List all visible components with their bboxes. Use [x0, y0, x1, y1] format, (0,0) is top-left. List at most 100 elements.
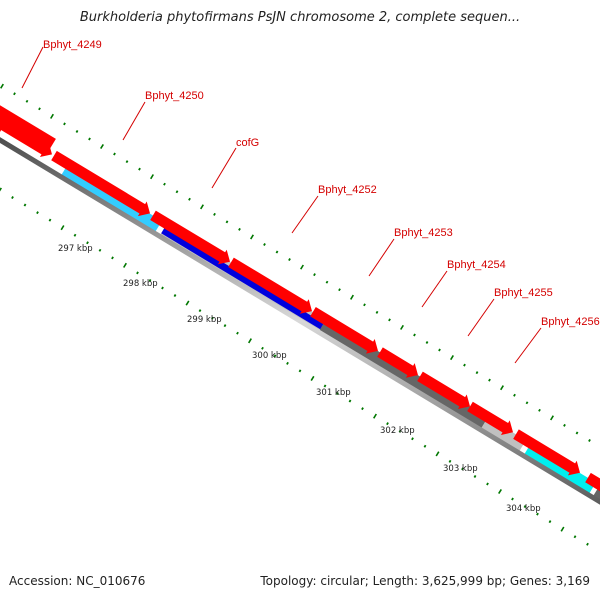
inner-tick-26: [323, 384, 327, 388]
inner-tick-27: [336, 392, 339, 395]
outer-tick-14: [175, 190, 179, 194]
cds-arrow-8: [467, 401, 513, 435]
inner-tick-15: [185, 300, 190, 306]
leader-line-7: [514, 327, 542, 364]
inner-tick-18: [223, 324, 227, 328]
gene-label-bphyt-4255[interactable]: Bphyt_4255: [494, 287, 553, 299]
inner-tick-45: [560, 526, 565, 532]
inner-tick-47: [586, 542, 589, 546]
backbone-track: [0, 137, 600, 505]
inner-tick-8: [98, 248, 102, 252]
outer-tick-16: [200, 204, 204, 210]
outer-tick-15: [188, 197, 191, 201]
gene-label-bphyt-4252[interactable]: Bphyt_4252: [318, 184, 377, 196]
chromosome-title: Burkholderia phytofirmans PsJN chromosom…: [79, 10, 521, 25]
outer-tick-29: [363, 303, 366, 307]
inner-tick-23: [286, 361, 289, 365]
inner-tick-28: [348, 399, 352, 403]
outer-tick-44: [550, 415, 554, 421]
outer-tick-26: [325, 280, 329, 284]
inner-tick-29: [361, 407, 364, 411]
inner-tick-33: [411, 437, 414, 441]
gene-label-cofg[interactable]: cofG: [236, 137, 259, 149]
outer-tick-33: [413, 333, 416, 337]
inner-tick-16: [198, 309, 202, 313]
cds-arrow-4: [228, 257, 312, 314]
outer-tick-8: [100, 143, 104, 150]
feature-bar-4250: [60, 164, 162, 234]
leader-line-5: [421, 270, 448, 308]
outer-tick-22: [275, 250, 279, 254]
cds-arrow-1: [0, 116, 52, 157]
kbp-label-302: 302 kbp: [380, 426, 415, 436]
feature-bar-4256: [523, 443, 596, 496]
outer-tick-9: [113, 152, 116, 156]
inner-tick-2: [23, 203, 27, 207]
outer-tick-28: [350, 294, 354, 300]
topology-text: Topology: circular; Length: 3,625,999 bp…: [260, 574, 590, 588]
gene-label-bphyt-4253[interactable]: Bphyt_4253: [394, 227, 453, 239]
inner-tick-38: [473, 474, 477, 478]
inner-tick-44: [548, 520, 552, 524]
cds-arrow-9: [513, 429, 580, 476]
outer-tick-45: [563, 423, 566, 427]
kbp-label-299: 299 kbp: [187, 315, 222, 325]
inner-tick-4: [48, 218, 52, 222]
inner-tick-14: [173, 294, 177, 298]
outer-tick-27: [338, 288, 341, 292]
outer-tick-47: [588, 438, 591, 442]
cds-arrow-5: [310, 307, 378, 354]
inner-tick-19: [236, 331, 239, 335]
inner-tick-32: [398, 429, 402, 433]
kbp-label-304: 304 kbp: [506, 504, 541, 514]
leader-line-2: [211, 147, 237, 189]
inner-tick-10: [123, 262, 127, 268]
kbp-label-300: 300 kbp: [252, 351, 287, 361]
outer-tick-track: [0, 83, 591, 442]
outer-tick-36: [450, 354, 454, 361]
leader-line-4: [368, 238, 395, 277]
outer-tick-42: [525, 401, 529, 405]
outer-tick-41: [513, 393, 516, 397]
inner-tick-7: [86, 241, 89, 245]
gene-label-bphyt-4254[interactable]: Bphyt_4254: [447, 259, 506, 271]
inner-tick-22: [273, 354, 277, 358]
outer-tick-32: [400, 324, 404, 330]
inner-tick-24: [298, 369, 302, 373]
inner-tick-31: [386, 422, 389, 426]
leader-line-6: [467, 298, 495, 337]
inner-tick-41: [511, 497, 514, 501]
outer-tick-1: [13, 92, 16, 96]
gene-label-bphyt-4256[interactable]: Bphyt_4256: [541, 316, 600, 328]
outer-tick-5: [63, 122, 66, 126]
inner-tick-1: [11, 196, 14, 200]
outer-tick-10: [125, 160, 129, 164]
feature-bar-4255: [480, 417, 526, 454]
inner-tick-17: [211, 316, 214, 320]
feature-bar-4252-4254: [318, 319, 488, 431]
gene-label-bphyt-4249[interactable]: Bphyt_4249: [43, 39, 102, 51]
inner-tick-3: [36, 211, 39, 215]
outer-tick-46: [575, 431, 579, 435]
inner-tick-25: [310, 375, 315, 382]
kbp-label-301: 301 kbp: [316, 388, 351, 398]
gene-label-bphyt-4250[interactable]: Bphyt_4250: [145, 90, 204, 102]
inner-tick-46: [573, 535, 577, 539]
cds-arrow-3: [150, 210, 230, 265]
inner-tick-34: [423, 444, 427, 448]
cds-arrow-10: [585, 472, 600, 492]
outer-tick-18: [225, 220, 229, 224]
inner-tick-37: [461, 467, 464, 471]
kbp-label-297: 297 kbp: [58, 244, 93, 254]
inner-tick-21: [261, 346, 264, 350]
inner-tick-36: [448, 459, 452, 463]
outer-tick-24: [300, 264, 304, 270]
inner-tick-6: [73, 233, 77, 237]
accession-text: Accession: NC_010676: [9, 574, 146, 588]
cds-arrow-6: [377, 347, 418, 378]
outer-tick-30: [375, 310, 379, 314]
gene-label-leaders: [21, 46, 542, 364]
inner-tick-20: [248, 338, 252, 344]
